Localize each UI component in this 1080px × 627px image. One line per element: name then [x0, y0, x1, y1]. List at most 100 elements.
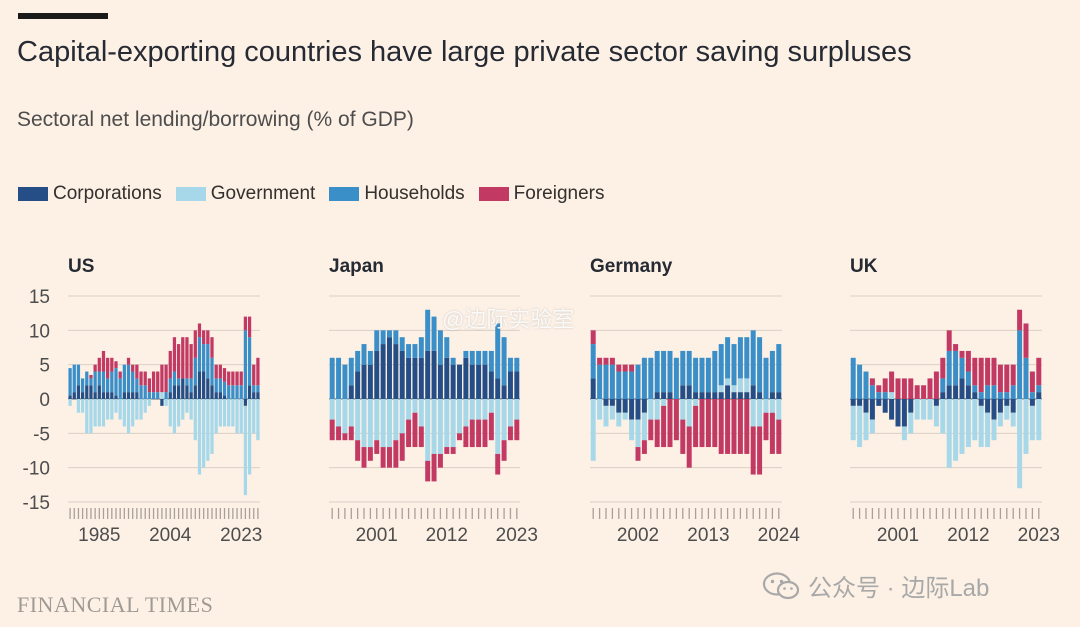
bar-uk-government-2022 — [1029, 405, 1035, 441]
bar-germany-households-2010 — [686, 350, 692, 386]
bar-uk-government-2013 — [972, 399, 978, 441]
bar-us-government-1990 — [118, 399, 122, 420]
bar-us-corporations-1984 — [93, 392, 97, 399]
bar-japan-foreigners-2000 — [367, 447, 373, 461]
bar-us-households-1999 — [156, 392, 160, 399]
bar-germany-corporations-2003 — [641, 399, 647, 413]
bar-japan-corporations-2004 — [393, 344, 399, 399]
bar-japan-households-1998 — [355, 350, 361, 372]
bar-germany-government-2018 — [737, 378, 743, 393]
bar-uk-government-2021 — [1023, 399, 1029, 454]
bar-japan-foreigners-2023 — [514, 419, 520, 441]
x-tick-label-us-1985: 1985 — [78, 525, 120, 546]
bar-germany-corporations-2009 — [680, 385, 686, 399]
bar-japan-government-2019 — [488, 399, 494, 413]
bar-germany-households-2021 — [757, 337, 763, 393]
bar-us-corporations-2011 — [206, 378, 210, 399]
bar-us-households-1981 — [80, 378, 85, 393]
bar-us-government-1978 — [68, 399, 72, 406]
bar-us-foreigners-2018 — [235, 371, 239, 386]
bar-japan-foreigners-2009 — [425, 460, 431, 482]
bar-us-households-1992 — [126, 364, 131, 393]
bar-us-households-1978 — [68, 368, 72, 396]
bar-germany-foreigners-2005 — [654, 419, 660, 448]
bar-germany-government-2010 — [686, 399, 692, 427]
bar-us-households-2015 — [222, 381, 227, 396]
bar-japan-households-1996 — [342, 364, 348, 399]
bar-uk-government-2016 — [991, 419, 997, 441]
bar-us-households-2007 — [189, 378, 193, 393]
legend-swatch-foreigners — [478, 187, 509, 201]
bar-uk-households-2013 — [972, 385, 978, 393]
bar-japan-corporations-2008 — [418, 357, 424, 399]
bar-us-corporations-2003 — [172, 385, 177, 399]
bar-uk-corporations-1996 — [863, 399, 869, 413]
y-tick-label--15: -15 — [23, 493, 50, 514]
bar-us-foreigners-1992 — [126, 357, 131, 365]
bar-uk-households-2022 — [1029, 392, 1035, 399]
legend-label-government: Government — [210, 183, 316, 204]
bar-us-foreigners-1984 — [93, 364, 97, 372]
bar-germany-government-2000 — [622, 412, 628, 420]
bar-us-households-2021 — [247, 337, 252, 386]
bar-germany-households-2019 — [744, 337, 750, 379]
bar-uk-corporations-2007 — [933, 399, 939, 406]
bar-uk-foreigners-2008 — [940, 357, 946, 379]
bar-japan-corporations-2012 — [444, 357, 450, 399]
bar-us-corporations-1985 — [97, 385, 101, 399]
bar-japan-households-2022 — [507, 357, 513, 372]
bar-japan-households-2021 — [501, 337, 507, 386]
bar-uk-households-1994 — [850, 357, 856, 399]
bar-us-corporations-2021 — [247, 385, 252, 399]
bar-us-corporations-1978 — [68, 395, 72, 399]
bar-us-households-2014 — [218, 378, 222, 393]
top-rule — [18, 13, 108, 19]
bar-japan-government-2011 — [437, 399, 443, 454]
bar-us-foreigners-2016 — [227, 371, 231, 386]
bar-uk-households-2023 — [1036, 385, 1042, 393]
bar-germany-government-1998 — [609, 405, 615, 420]
bar-us-corporations-1982 — [85, 385, 89, 399]
bar-us-government-1981 — [80, 399, 85, 413]
bar-japan-foreigners-2010 — [431, 453, 437, 482]
bar-us-foreigners-2014 — [218, 364, 222, 379]
bar-uk-corporations-1999 — [882, 399, 888, 413]
bar-germany-households-2018 — [737, 337, 743, 379]
legend-label-households: Households — [364, 183, 465, 204]
bar-us-corporations-2006 — [185, 385, 189, 399]
bar-germany-households-2000 — [622, 371, 628, 399]
bar-us-government-1988 — [110, 399, 114, 420]
watermark-top: @边际实验室 — [442, 307, 575, 332]
bar-japan-government-2014 — [457, 399, 462, 434]
bar-japan-foreigners-2015 — [463, 426, 469, 448]
bar-japan-government-2001 — [374, 399, 380, 441]
bar-us-foreigners-2002 — [168, 350, 172, 379]
bar-us-government-2010 — [202, 399, 206, 468]
bar-japan-corporations-2013 — [450, 364, 456, 399]
bar-japan-households-2004 — [393, 330, 399, 345]
bar-germany-foreigners-2019 — [744, 399, 750, 454]
bar-us-households-1984 — [93, 371, 97, 393]
bar-germany-households-2012 — [699, 357, 705, 393]
bar-germany-corporations-2015 — [718, 392, 724, 399]
bar-germany-government-2004 — [648, 399, 654, 420]
bar-us-government-2003 — [172, 399, 177, 434]
bar-uk-corporations-2018 — [1004, 399, 1010, 406]
bar-germany-foreigners-2014 — [712, 399, 718, 448]
bar-germany-foreigners-2010 — [686, 426, 692, 468]
bar-us-households-1989 — [114, 368, 118, 396]
panel-title-germany: Germany — [590, 256, 673, 277]
bar-germany-households-2024 — [776, 344, 782, 393]
bar-japan-corporations-2009 — [425, 350, 431, 399]
bar-germany-government-2009 — [680, 399, 686, 420]
bar-uk-households-1997 — [869, 385, 875, 399]
bar-japan-households-2010 — [431, 316, 437, 351]
bar-germany-foreigners-2008 — [673, 399, 679, 441]
bar-germany-government-2001 — [629, 419, 635, 441]
bar-us-foreigners-2001 — [164, 364, 168, 393]
bar-japan-foreigners-2006 — [406, 419, 412, 448]
bar-japan-households-2008 — [418, 337, 424, 358]
bar-japan-foreigners-2001 — [374, 440, 380, 454]
bar-uk-households-2008 — [940, 378, 946, 393]
bar-us-government-2005 — [181, 399, 185, 420]
